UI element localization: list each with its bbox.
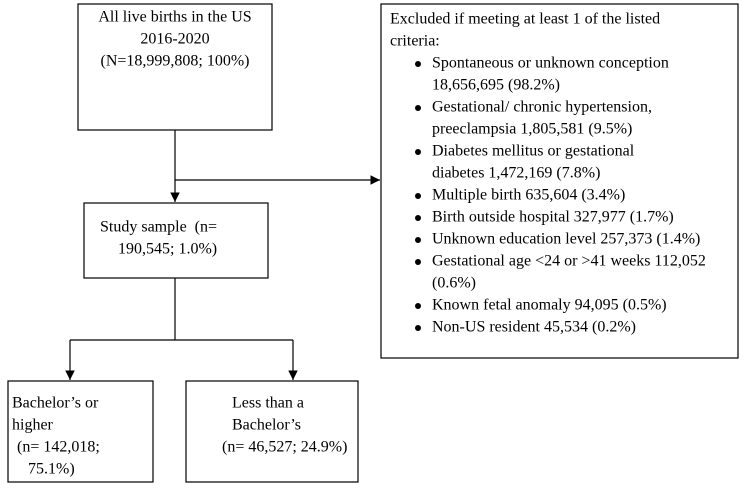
- exclusion-item: Diabetes mellitus or gestational: [432, 143, 635, 160]
- study-sample-text: 190,545; 1.0%): [118, 241, 217, 258]
- bullet: [415, 193, 421, 199]
- bachelor-text: 75.1%): [28, 461, 75, 478]
- bachelor-box: [7, 380, 154, 483]
- bullet: [415, 237, 421, 243]
- exclusion-item: Gestational age <24 or >41 weeks 112,052: [432, 253, 706, 270]
- top-box: [77, 3, 273, 131]
- less-text: (n= 46,527; 24.9%): [222, 439, 347, 456]
- exclusion-item: diabetes 1,472,169 (7.8%): [432, 165, 600, 182]
- bullet: [415, 325, 421, 331]
- exclusion-header: Excluded if meeting at least 1 of the li…: [390, 11, 660, 28]
- exclusion-item: Known fetal anomaly 94,095 (0.5%): [432, 297, 667, 314]
- less-box: [185, 380, 359, 483]
- exclusion-item: (0.6%): [432, 275, 476, 292]
- exclusion-box: [380, 3, 739, 359]
- exclusion-item: Unknown education level 257,373 (1.4%): [432, 231, 700, 248]
- exclusion-item: Spontaneous or unknown conception: [432, 55, 669, 72]
- bullet: [415, 215, 421, 221]
- exclusion-item: Multiple birth 635,604 (3.4%): [432, 187, 625, 204]
- top-box-text: All live births in the US: [98, 9, 251, 26]
- exclusion-item: Non-US resident 45,534 (0.2%): [432, 319, 636, 336]
- bachelor-text: higher: [12, 417, 54, 434]
- bullet: [415, 149, 421, 155]
- less-text: Less than a: [232, 395, 304, 412]
- bullet: [415, 105, 421, 111]
- exclusion-item: preeclampsia 1,805,581 (9.5%): [432, 121, 632, 138]
- study-sample-box: [83, 202, 269, 279]
- bachelor-text: Bachelor’s or: [12, 395, 99, 412]
- bullet: [415, 259, 421, 265]
- bachelor-text: (n= 142,018;: [17, 439, 100, 456]
- exclusion-item: Gestational/ chronic hypertension,: [432, 99, 652, 116]
- exclusion-item: 18,656,695 (98.2%): [432, 77, 560, 94]
- top-box-text: 2016-2020: [140, 31, 209, 48]
- exclusion-item: Birth outside hospital 327,977 (1.7%): [432, 209, 674, 226]
- top-box-text: (N=18,999,808; 100%): [100, 53, 249, 70]
- bullet: [415, 303, 421, 309]
- bullet: [415, 61, 421, 67]
- exclusion-header: criteria:: [390, 33, 440, 50]
- less-text: Bachelor’s: [232, 417, 301, 434]
- study-sample-text: Study sample (n=: [100, 219, 217, 236]
